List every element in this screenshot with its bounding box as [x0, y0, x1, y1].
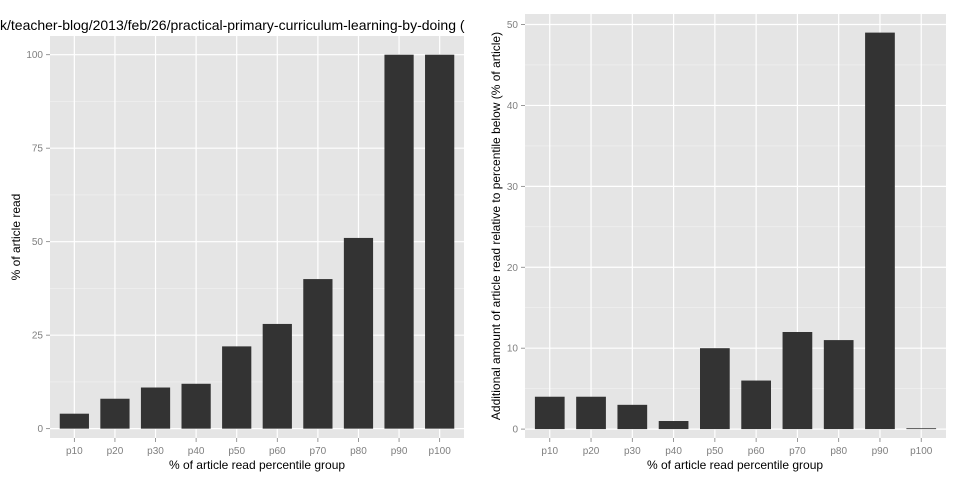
right-bar-p90: [865, 32, 895, 430]
right-x-tick-label: p60: [748, 446, 765, 457]
right-y-tick-label: 40: [507, 101, 519, 112]
right-x-tick-label: p100: [910, 446, 933, 457]
left-bar-p80: [343, 237, 374, 429]
left-bar-p20: [100, 398, 130, 429]
left-bar-p30: [140, 387, 171, 429]
right-y-tick-label: 50: [507, 20, 519, 31]
left-x-ticks: p10 p20 p30 p40 p50 p60 p70 p80 p90 p100: [66, 438, 451, 457]
right-y-tick-label: 10: [507, 344, 519, 355]
right-bars: [534, 32, 937, 430]
left-x-tick-label: p100: [429, 446, 452, 457]
left-y-tick-label: 75: [32, 144, 44, 155]
right-bar-p80: [823, 340, 854, 430]
left-y-tick-label: 100: [26, 50, 43, 61]
left-bar-p90: [384, 54, 414, 429]
right-y-ticks: 0 10 20 30 40 50: [507, 20, 525, 436]
right-y-tick-label: 0: [512, 425, 518, 436]
right-bar-p30: [617, 404, 648, 430]
left-bar-p100: [425, 54, 455, 429]
right-y-axis-title: Additional amount of article read relati…: [489, 32, 503, 420]
left-y-tick-label: 0: [37, 424, 43, 435]
left-y-axis-title: % of article read: [9, 194, 23, 281]
left-bars: [59, 54, 455, 429]
left-x-tick-label: p20: [107, 446, 124, 457]
right-bar-p20: [576, 396, 606, 430]
left-x-tick-label: p50: [228, 446, 245, 457]
left-bar-p50: [222, 346, 252, 429]
left-x-tick-label: p60: [269, 446, 286, 457]
left-x-tick-label: p40: [188, 446, 205, 457]
left-x-tick-label: p90: [391, 446, 408, 457]
right-x-tick-label: p90: [872, 446, 889, 457]
right-x-tick-label: p20: [583, 446, 600, 457]
right-x-tick-label: p80: [830, 446, 847, 457]
right-bar-p10: [534, 396, 565, 430]
left-bar-p70: [303, 279, 333, 429]
left-x-tick-label: p10: [66, 446, 83, 457]
left-x-tick-label: p80: [350, 446, 367, 457]
left-x-tick-label: p70: [310, 446, 327, 457]
right-x-axis-title: % of article read percentile group: [647, 458, 823, 472]
right-bar-p50: [700, 348, 730, 430]
left-y-ticks: 0 25 50 75 100: [26, 50, 50, 435]
chart-title: k/teacher-blog/2013/feb/26/practical-pri…: [0, 17, 465, 33]
left-x-axis-title: % of article read percentile group: [169, 458, 345, 472]
left-y-tick-label: 25: [32, 331, 44, 342]
right-x-ticks: p10 p20 p30 p40 p50 p60 p70 p80 p90 p100: [541, 438, 933, 457]
left-bar-p10: [59, 413, 89, 429]
right-y-tick-label: 30: [507, 182, 519, 193]
left-bar-p40: [181, 383, 211, 429]
left-y-tick-label: 50: [32, 237, 44, 248]
right-bar-p40: [658, 421, 689, 430]
left-x-tick-label: p30: [147, 446, 164, 457]
right-bar-p100: [906, 428, 937, 430]
right-x-tick-label: p30: [624, 446, 641, 457]
right-x-tick-label: p10: [541, 446, 558, 457]
right-x-tick-label: p50: [707, 446, 724, 457]
right-bar-p70: [782, 332, 813, 430]
right-y-tick-label: 20: [507, 263, 519, 274]
left-bar-p60: [262, 323, 292, 429]
right-x-tick-label: p40: [665, 446, 682, 457]
right-x-tick-label: p70: [789, 446, 806, 457]
right-bar-p60: [741, 380, 771, 430]
